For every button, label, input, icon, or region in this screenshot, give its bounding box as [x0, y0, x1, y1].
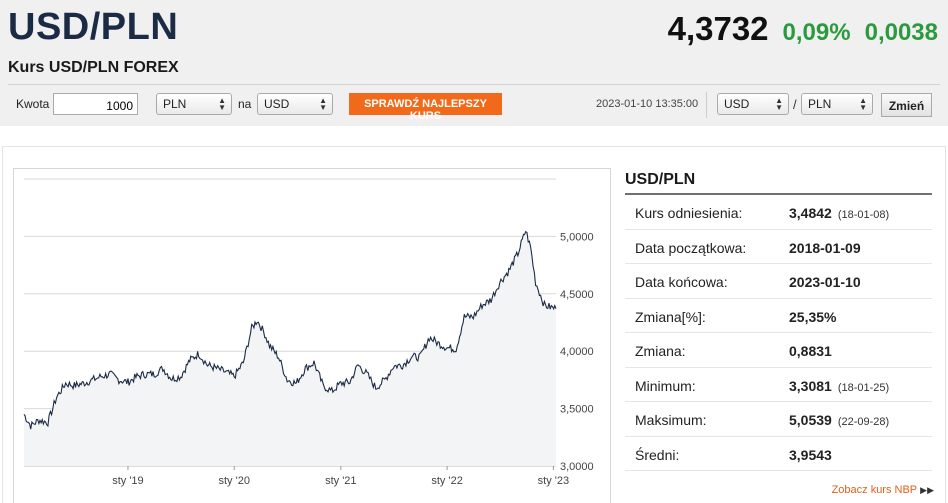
- from-currency-value: PLN: [163, 97, 187, 111]
- stat-label: Zmiana:: [635, 343, 686, 359]
- x-tick-label: sty '23: [538, 475, 569, 487]
- select-arrows-icon: ▲ ▼: [859, 96, 867, 112]
- best-rate-button[interactable]: SPRAWDŹ NAJLEPSZY KURS: [349, 93, 502, 122]
- x-tick-label: sty '22: [431, 475, 462, 487]
- x-tick-label: sty '20: [219, 475, 250, 487]
- y-tick-label: 4,0000: [560, 346, 594, 358]
- to-currency-value: USD: [264, 97, 290, 111]
- rate-timestamp: 2023-01-10 13:35:00: [596, 98, 699, 110]
- stat-value-text: 3,4842: [789, 205, 832, 221]
- stat-row-end-date: Data końcowa: 2023-01-10: [625, 264, 932, 299]
- stat-row-change: Zmiana: 0,8831: [625, 333, 932, 368]
- amount-input[interactable]: [53, 93, 138, 115]
- from-currency-select[interactable]: PLN ▲ ▼: [156, 93, 232, 115]
- base-currency-select[interactable]: USD ▲ ▼: [717, 93, 789, 115]
- stat-label: Maksimum:: [635, 412, 707, 428]
- stat-label: Średni:: [635, 446, 680, 463]
- stat-label: Minimum:: [635, 377, 696, 394]
- rate-chart-svg: 3,0000 3,5000 4,0000 4,5000 5,0000 sty '19 sty…: [23, 178, 594, 487]
- stat-value: 25,35%: [789, 308, 837, 325]
- change-percent: 0,09%: [782, 19, 851, 46]
- pair-slash: /: [793, 97, 797, 112]
- stat-value: 5,0539 (22-09-28): [789, 412, 889, 428]
- change-pair-button[interactable]: Zmień: [881, 93, 932, 117]
- to-label: na: [238, 97, 252, 111]
- stat-value: 3,4842 (18-01-08): [789, 205, 889, 221]
- stat-label: Zmiana[%]:: [635, 308, 706, 325]
- quote-summary: 4,3732 0,09% 0,0038: [668, 10, 938, 48]
- rate-chart: 3,0000 3,5000 4,0000 4,5000 5,0000 sty '19 sty…: [13, 168, 611, 503]
- header-divider: [8, 84, 940, 85]
- x-tick-label: sty '21: [325, 475, 356, 487]
- stat-value: 3,3081 (18-01-25): [789, 378, 889, 394]
- stat-value-text: 5,0539: [789, 412, 832, 428]
- select-arrows-icon: ▲ ▼: [319, 96, 327, 112]
- nbp-rate-link[interactable]: Zobacz kurs NBP ▶▶: [832, 484, 934, 496]
- series-line: [23, 230, 557, 430]
- select-arrows-icon: ▲ ▼: [775, 96, 783, 112]
- stat-value: 3,9543: [789, 446, 832, 463]
- y-tick-label: 3,5000: [560, 404, 594, 416]
- converter-toolbar: Kwota PLN ▲▼ na USD ▲▼ SPRAWDŹ NAJLEPSZY…: [0, 92, 948, 122]
- change-absolute: 0,0038: [864, 19, 938, 46]
- stat-row-start-date: Data początkowa: 2018-01-09: [625, 230, 932, 264]
- stat-value: 0,8831: [789, 343, 832, 359]
- amount-label: Kwota: [16, 97, 50, 111]
- stat-value: 2023-01-10: [789, 274, 861, 290]
- page-subtitle: Kurs USD/PLN FOREX: [8, 59, 179, 76]
- fast-forward-icon: ▶▶: [920, 485, 934, 495]
- series-area: [24, 231, 556, 466]
- select-arrows-icon: ▲ ▼: [218, 96, 226, 112]
- quote-currency-select[interactable]: PLN ▲ ▼: [801, 93, 873, 115]
- stat-label: Data końcowa:: [635, 274, 728, 290]
- y-tick-label: 4,5000: [560, 289, 594, 301]
- stat-date: (22-09-28): [837, 416, 890, 428]
- stats-title: USD/PLN: [625, 168, 932, 195]
- y-tick-label: 3,0000: [560, 461, 594, 473]
- stat-label: Kurs odniesienia:: [635, 205, 743, 221]
- page-title: USD/PLN: [8, 6, 179, 48]
- current-rate: 4,3732: [667, 10, 769, 47]
- stat-row-change-pct: Zmiana[%]: 25,35%: [625, 299, 932, 333]
- quote-currency-value: PLN: [808, 97, 832, 111]
- stat-date: (18-01-08): [837, 209, 890, 221]
- x-tick-label: sty '19: [112, 475, 143, 487]
- stat-row-maximum: Maksimum: 5,0539 (22-09-28): [625, 402, 932, 437]
- stat-row-minimum: Minimum: 3,3081 (18-01-25): [625, 368, 932, 402]
- nbp-link-text: Zobacz kurs NBP: [831, 484, 918, 496]
- stat-date: (18-01-25): [837, 381, 890, 394]
- stat-row-average: Średni: 3,9543: [625, 437, 932, 471]
- toolbar-divider: [706, 92, 707, 118]
- y-tick-label: 5,0000: [560, 231, 594, 243]
- stat-value: 2018-01-09: [789, 239, 861, 256]
- quote-header: USD/PLN Kurs USD/PLN FOREX 4,3732 0,09% …: [0, 0, 948, 126]
- base-currency-value: USD: [724, 97, 750, 111]
- stat-row-reference: Kurs odniesienia: 3,4842 (18-01-08): [625, 195, 932, 230]
- stat-value-text: 3,3081: [789, 377, 832, 394]
- stat-label: Data początkowa:: [635, 239, 747, 256]
- stats-panel: USD/PLN Kurs odniesienia: 3,4842 (18-01-0…: [625, 168, 932, 471]
- to-currency-select[interactable]: USD ▲ ▼: [257, 93, 333, 115]
